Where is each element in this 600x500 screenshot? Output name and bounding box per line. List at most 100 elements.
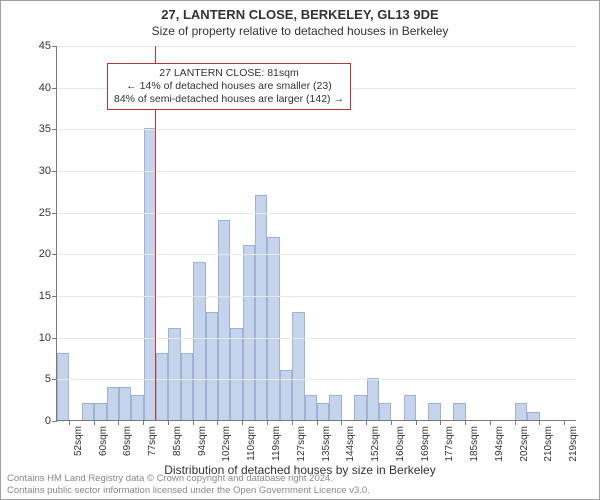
bar <box>57 353 69 420</box>
bar <box>329 395 341 420</box>
y-tick-label: 30 <box>39 165 57 177</box>
bar <box>404 395 416 420</box>
bar <box>107 387 119 420</box>
bar <box>527 412 539 420</box>
x-tick-mark <box>143 420 144 425</box>
annotation-line: 84% of semi-detached houses are larger (… <box>114 93 344 106</box>
y-tick-label: 25 <box>39 207 57 219</box>
x-tick-mark <box>94 420 95 425</box>
x-tick-mark <box>217 420 218 425</box>
footer-line-1: Contains HM Land Registry data © Crown c… <box>7 473 593 484</box>
x-tick-mark <box>391 420 392 425</box>
x-tick-label: 210sqm <box>543 426 554 462</box>
x-tick-label: 144sqm <box>345 426 356 462</box>
bar <box>193 262 205 420</box>
x-tick-mark <box>515 420 516 425</box>
x-tick-label: 219sqm <box>568 426 579 462</box>
bar <box>305 395 317 420</box>
x-tick-label: 160sqm <box>395 426 406 462</box>
x-tick-label: 152sqm <box>370 426 381 462</box>
bar <box>230 328 242 420</box>
bar <box>181 353 193 420</box>
bar <box>354 395 366 420</box>
gridline <box>57 338 576 339</box>
annotation-box: 27 LANTERN CLOSE: 81sqm← 14% of detached… <box>107 63 351 110</box>
y-tick-label: 5 <box>45 373 57 385</box>
y-tick-label: 35 <box>39 123 57 135</box>
gridline <box>57 213 576 214</box>
gridline <box>57 379 576 380</box>
bar <box>367 378 379 420</box>
gridline <box>57 129 576 130</box>
x-tick-label: 202sqm <box>519 426 530 462</box>
x-tick-mark <box>193 420 194 425</box>
bar <box>243 245 255 420</box>
bar <box>156 353 168 420</box>
x-tick-mark <box>539 420 540 425</box>
x-tick-mark <box>317 420 318 425</box>
bar <box>119 387 131 420</box>
x-tick-label: 102sqm <box>221 426 232 462</box>
x-tick-mark <box>465 420 466 425</box>
bar <box>292 312 304 420</box>
bar <box>218 220 230 420</box>
x-tick-mark <box>440 420 441 425</box>
x-tick-mark <box>292 420 293 425</box>
x-tick-mark <box>564 420 565 425</box>
x-tick-label: 185sqm <box>469 426 480 462</box>
x-tick-label: 127sqm <box>296 426 307 462</box>
titles: 27, LANTERN CLOSE, BERKELEY, GL13 9DE Si… <box>1 1 599 39</box>
y-tick-label: 10 <box>39 332 57 344</box>
x-tick-mark <box>341 420 342 425</box>
bar <box>82 403 94 420</box>
x-tick-label: 60sqm <box>98 426 109 456</box>
x-tick-mark <box>416 420 417 425</box>
y-tick-label: 40 <box>39 82 57 94</box>
y-tick-label: 0 <box>45 415 57 427</box>
y-tick-label: 45 <box>39 40 57 52</box>
x-tick-mark <box>267 420 268 425</box>
gridline <box>57 296 576 297</box>
bar <box>280 370 292 420</box>
x-tick-mark <box>242 420 243 425</box>
bar <box>206 312 218 420</box>
x-tick-mark <box>69 420 70 425</box>
annotation-line: ← 14% of detached houses are smaller (23… <box>114 80 344 93</box>
bar <box>428 403 440 420</box>
x-tick-mark <box>490 420 491 425</box>
bar <box>131 395 143 420</box>
x-tick-label: 110sqm <box>246 426 257 461</box>
bar <box>453 403 465 420</box>
x-tick-label: 194sqm <box>494 426 505 462</box>
gridline <box>57 46 576 47</box>
x-tick-label: 135sqm <box>321 426 332 462</box>
annotation-line: 27 LANTERN CLOSE: 81sqm <box>114 67 344 80</box>
x-tick-label: 169sqm <box>420 426 431 462</box>
footer: Contains HM Land Registry data © Crown c… <box>7 473 593 496</box>
chart-container: 27, LANTERN CLOSE, BERKELEY, GL13 9DE Si… <box>0 0 600 500</box>
bar <box>94 403 106 420</box>
footer-line-2: Contains public sector information licen… <box>7 485 593 496</box>
bar <box>317 403 329 420</box>
x-tick-label: 119sqm <box>271 426 282 461</box>
y-tick-label: 15 <box>39 290 57 302</box>
x-tick-mark <box>366 420 367 425</box>
x-tick-label: 69sqm <box>122 426 133 456</box>
x-tick-mark <box>118 420 119 425</box>
bar <box>168 328 180 420</box>
bar <box>379 403 391 420</box>
gridline <box>57 254 576 255</box>
x-tick-label: 77sqm <box>147 426 158 456</box>
title-sub: Size of property relative to detached ho… <box>1 24 599 40</box>
y-tick-label: 20 <box>39 248 57 260</box>
bar <box>255 195 267 420</box>
x-tick-label: 177sqm <box>444 426 455 462</box>
gridline <box>57 171 576 172</box>
title-main: 27, LANTERN CLOSE, BERKELEY, GL13 9DE <box>1 7 599 24</box>
x-tick-label: 94sqm <box>197 426 208 456</box>
bar <box>515 403 527 420</box>
plot-area: 05101520253035404552sqm60sqm69sqm77sqm85… <box>56 46 576 421</box>
x-tick-mark <box>168 420 169 425</box>
x-tick-label: 85sqm <box>172 426 183 456</box>
x-tick-label: 52sqm <box>73 426 84 456</box>
